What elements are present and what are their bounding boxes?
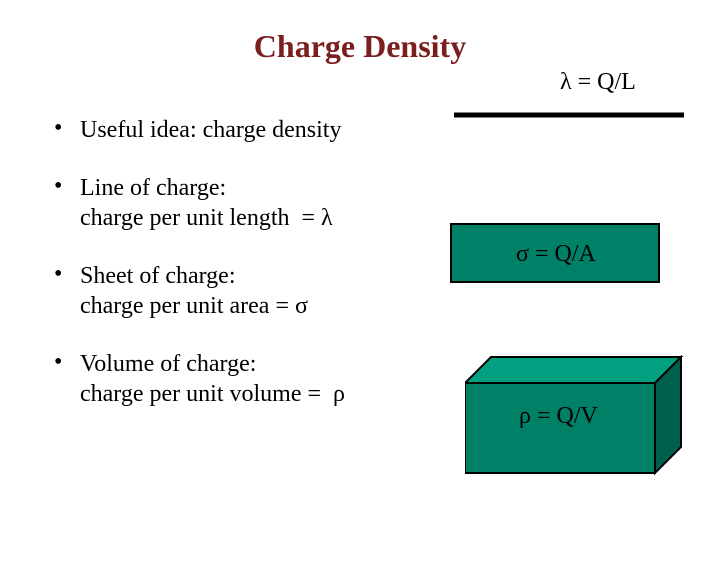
line-charge-diagram: λ = Q/L [450,105,690,130]
bullet-marker: • [54,173,80,233]
bullet-text: Line of charge:charge per unit length = … [80,173,333,233]
sheet-charge-diagram: σ = Q/A [450,223,660,283]
bullet-text: Useful idea: charge density [80,115,341,145]
volume-charge-formula: ρ = Q/V [519,403,598,430]
line-charge-formula: λ = Q/L [560,69,636,96]
line-charge-icon [450,105,690,125]
list-item: • Sheet of charge:charge per unit area =… [54,261,410,321]
bullet-text: Sheet of charge:charge per unit area = σ [80,261,308,321]
list-item: • Useful idea: charge density [54,115,410,145]
list-item: • Volume of charge:charge per unit volum… [54,349,410,409]
list-item: • Line of charge:charge per unit length … [54,173,410,233]
sheet-charge-formula: σ = Q/A [516,241,596,268]
bullet-marker: • [54,349,80,409]
volume-charge-diagram: ρ = Q/V [465,355,695,490]
content-area: • Useful idea: charge density • Line of … [0,115,720,437]
diagrams-column: λ = Q/L σ = Q/A ρ = Q/V [410,115,720,437]
bullet-list: • Useful idea: charge density • Line of … [0,115,410,437]
bullet-marker: • [54,115,80,145]
bullet-marker: • [54,261,80,321]
page-title: Charge Density [0,28,720,65]
bullet-text: Volume of charge:charge per unit volume … [80,349,345,409]
